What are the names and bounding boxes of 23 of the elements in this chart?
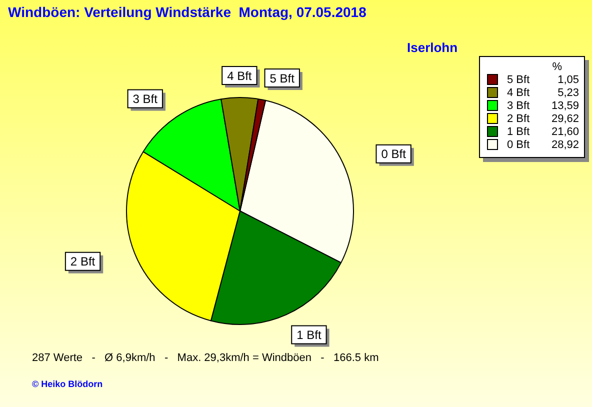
data-label: 13,59 [550, 100, 579, 112]
data-label: 28,92 [550, 138, 579, 150]
slice-label: 3 Bft [132, 92, 158, 106]
legend-label: 4 Bft [507, 86, 531, 98]
slice-label: 2 Bft [70, 254, 96, 269]
data-label: 5,23 [556, 86, 579, 98]
legend-label: 1 Bft [507, 126, 531, 138]
chart-subtitle: Iserlohn [407, 40, 458, 55]
legend-label: 3 Bft [507, 100, 531, 112]
slice-label: 0 Bft [381, 147, 407, 162]
text: 287 Werte - Ø 6,9km/h - Max. 29,3km/h = Windböen - 166.5 km [32, 352, 379, 364]
data-label: 21,60 [550, 126, 579, 138]
legend-label: 5 Bft [270, 71, 296, 86]
data-label: 29,62 [550, 112, 579, 124]
legend-label: 2 Bft [507, 112, 531, 124]
category-label: 5 Bft [507, 74, 530, 86]
legend-label: 0 Bft [507, 138, 531, 150]
slice-label: 1 Bft [296, 328, 322, 342]
slice-label: 4 Bft [227, 68, 252, 83]
text: © Heiko Blödorn [32, 379, 103, 389]
chart-title: Windböen: Verteilung Windstärke Montag, 07.05.2018 [8, 4, 366, 20]
data-label: 1,05 [556, 74, 579, 86]
legend-title: % [551, 61, 563, 73]
